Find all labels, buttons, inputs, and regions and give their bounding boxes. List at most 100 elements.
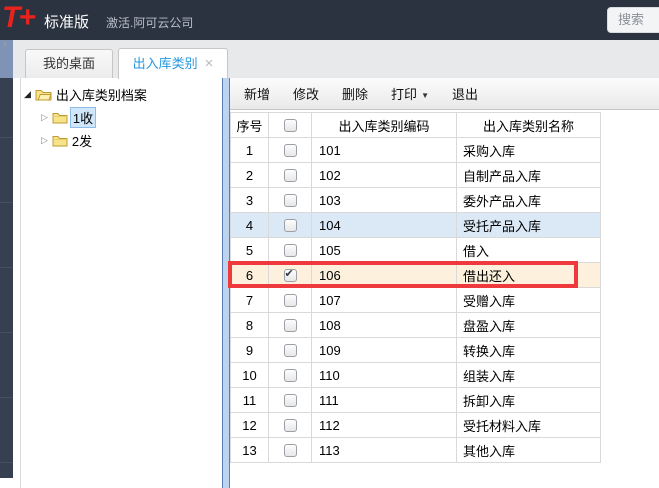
tree-collapsed-arrow-icon[interactable]: ▷	[41, 134, 48, 145]
row-number: 7	[230, 287, 269, 313]
checkbox-cell[interactable]	[268, 362, 312, 388]
nav-strip-active-section[interactable]	[0, 40, 13, 78]
checkbox-cell[interactable]	[268, 137, 312, 163]
chevron-right-icon[interactable]: ›	[3, 39, 7, 50]
row-checkbox[interactable]	[283, 418, 297, 432]
chevron-right-icon[interactable]: ›	[3, 39, 7, 50]
tree-node-receive[interactable]: ▷ 1收	[41, 106, 97, 128]
checkbox-cell[interactable]	[268, 437, 312, 463]
row-name: 受托产品入库	[456, 212, 601, 238]
tree-node-label[interactable]: 1收	[69, 106, 97, 128]
edition-label: 标准版	[44, 14, 90, 31]
row-number: 4	[230, 212, 269, 238]
table-row[interactable]: 6 ✔ 106 借出还入	[230, 262, 601, 288]
table-row[interactable]: 11 111 拆卸入库	[230, 387, 601, 413]
row-checkbox[interactable]	[283, 168, 297, 182]
row-name: 受托材料入库	[456, 412, 601, 438]
checkbox-cell[interactable]	[268, 412, 312, 438]
column-header-name[interactable]: 出入库类别名称	[456, 112, 601, 138]
panel-splitter[interactable]	[222, 78, 230, 488]
tree-node-root[interactable]: ◢ 出入库类别档案	[24, 85, 147, 103]
row-code: 106	[311, 262, 457, 288]
nav-strip-divider	[0, 202, 13, 203]
table-row[interactable]: 4 104 受托产品入库	[230, 212, 601, 238]
row-checkbox[interactable]: ✔	[283, 267, 297, 282]
column-header-no[interactable]: 序号	[230, 112, 269, 138]
select-all-checkbox[interactable]	[283, 118, 297, 132]
row-checkbox[interactable]	[283, 393, 297, 407]
row-code: 107	[311, 287, 457, 313]
folder-icon	[52, 135, 68, 146]
tab-inout-category[interactable]: 出入库类别 ×	[118, 48, 228, 79]
nav-strip-divider	[0, 462, 13, 463]
column-header-code[interactable]: 出入库类别编码	[311, 112, 457, 138]
row-code: 103	[311, 187, 457, 213]
checkbox-cell[interactable]	[268, 237, 312, 263]
tab-bar: 我的桌面 出入库类别 ×	[13, 40, 659, 79]
tree-node-send[interactable]: ▷ 2发	[41, 131, 92, 149]
row-number: 11	[230, 387, 269, 413]
checkbox-cell[interactable]	[268, 187, 312, 213]
row-number: 9	[230, 337, 269, 363]
nav-strip-divider	[0, 267, 13, 268]
delete-button[interactable]: 删除	[342, 87, 369, 102]
row-code: 108	[311, 312, 457, 338]
collapsed-nav-strip[interactable]: › › › › › ›	[0, 40, 13, 478]
checkbox-cell[interactable]: ✔	[268, 262, 312, 288]
open-folder-icon	[35, 89, 52, 100]
new-button[interactable]: 新增	[244, 87, 271, 102]
checkbox-cell[interactable]	[268, 387, 312, 413]
row-checkbox[interactable]	[283, 143, 297, 157]
exit-button[interactable]: 退出	[451, 87, 478, 102]
row-checkbox[interactable]	[283, 443, 297, 457]
check-icon: ✔	[284, 267, 294, 280]
row-checkbox[interactable]	[283, 343, 297, 357]
tree-node-label[interactable]: 出入库类别档案	[55, 87, 147, 103]
tab-my-desktop[interactable]: 我的桌面	[25, 49, 113, 78]
checkbox-cell[interactable]	[268, 337, 312, 363]
table-row[interactable]: 1 101 采购入库	[230, 137, 601, 163]
row-checkbox[interactable]	[283, 218, 297, 232]
tree-collapsed-arrow-icon[interactable]: ▷	[41, 111, 48, 122]
column-header-checkbox[interactable]	[268, 112, 312, 138]
row-number: 13	[230, 437, 269, 463]
row-checkbox[interactable]	[283, 368, 297, 382]
edit-button[interactable]: 修改	[293, 87, 320, 102]
table-row[interactable]: 3 103 委外产品入库	[230, 187, 601, 213]
checkbox-cell[interactable]	[268, 162, 312, 188]
close-icon[interactable]: ×	[204, 55, 214, 72]
table-row[interactable]: 7 107 受赠入库	[230, 287, 601, 313]
row-code: 112	[311, 412, 457, 438]
nav-strip-divider	[0, 332, 13, 333]
chevron-right-icon[interactable]: ›	[3, 39, 7, 50]
row-checkbox[interactable]	[283, 318, 297, 332]
row-checkbox[interactable]	[283, 293, 297, 307]
search-button[interactable]: 搜索	[607, 7, 659, 33]
top-bar: T+ 标准版 激活.阿可云公司 搜索	[0, 0, 659, 40]
chevron-right-icon[interactable]: ›	[3, 39, 7, 50]
checkbox-cell[interactable]	[268, 312, 312, 338]
print-button[interactable]: 打印 ▼	[383, 81, 437, 106]
tree-expanded-arrow-icon[interactable]: ◢	[24, 88, 31, 99]
checkbox-cell[interactable]	[268, 212, 312, 238]
row-code: 111	[311, 387, 457, 413]
table-row[interactable]: 12 112 受托材料入库	[230, 412, 601, 438]
chevron-right-icon[interactable]: ›	[3, 39, 7, 50]
table-row[interactable]: 13 113 其他入库	[230, 437, 601, 463]
table-row[interactable]: 8 108 盘盈入库	[230, 312, 601, 338]
row-number: 3	[230, 187, 269, 213]
row-code: 109	[311, 337, 457, 363]
caret-down-icon: ▼	[421, 91, 429, 100]
row-checkbox[interactable]	[283, 243, 297, 257]
table-row[interactable]: 5 105 借入	[230, 237, 601, 263]
row-checkbox[interactable]	[283, 193, 297, 207]
row-code: 113	[311, 437, 457, 463]
checkbox-cell[interactable]	[268, 287, 312, 313]
table-row[interactable]: 10 110 组装入库	[230, 362, 601, 388]
table-row[interactable]: 2 102 自制产品入库	[230, 162, 601, 188]
table-row[interactable]: 9 109 转换入库	[230, 337, 601, 363]
tree-node-label[interactable]: 2发	[71, 133, 93, 149]
row-name: 盘盈入库	[456, 312, 601, 338]
row-number: 10	[230, 362, 269, 388]
chevron-right-icon[interactable]: ›	[3, 39, 7, 50]
